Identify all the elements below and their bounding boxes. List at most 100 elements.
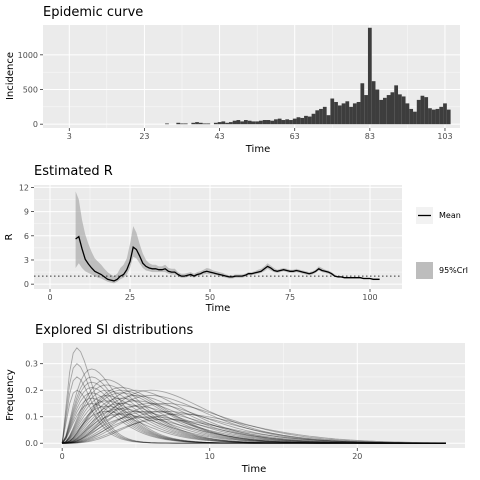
si-curve <box>61 376 446 444</box>
si-curve <box>62 410 446 444</box>
incidence-bar <box>180 123 184 125</box>
si-curve <box>62 389 446 444</box>
si-curve <box>62 392 446 444</box>
si-curve <box>62 379 446 444</box>
si-distributions-x-label: Time <box>241 464 266 475</box>
incidence-bar <box>191 122 196 125</box>
incidence-bar <box>401 96 406 125</box>
epidemic-y-tick-label: 0 <box>33 120 38 129</box>
epidemic-curve-panel: Epidemic curve 3 23 43 63 83 103 0 500 1000 Tim… <box>5 5 460 155</box>
estimated-r-panel: Estimated R 0 25 50 75 100 0 3 6 9 12 Time R Mea… <box>4 164 468 314</box>
incidence-bar <box>446 109 451 125</box>
si-curve <box>61 397 446 444</box>
incidence-bar <box>413 111 417 125</box>
incidence-bar <box>386 95 391 125</box>
si-distributions-x-ticks: 0 10 20 <box>60 448 362 461</box>
incidence-bar <box>379 99 383 125</box>
epidemic-curve-y-ticks: 0 500 1000 <box>18 51 43 129</box>
incidence-bar <box>277 118 282 125</box>
incidence-bar <box>183 123 188 125</box>
r-y-tick-label: 12 <box>19 183 29 192</box>
incidence-bar <box>225 122 229 125</box>
si-distributions-panel: Explored SI distributions 0 10 20 0.00.10.… <box>5 323 465 475</box>
r-x-tick-label: 100 <box>362 293 377 302</box>
incidence-bar <box>322 106 327 125</box>
estimated-r-title: Estimated R <box>34 164 113 179</box>
si-curve <box>62 416 446 444</box>
incidence-bar <box>443 103 447 125</box>
si-curve <box>61 368 446 444</box>
incidence-bar <box>228 122 233 125</box>
si-x-tick-label: 10 <box>205 452 215 461</box>
incidence-bar <box>334 101 338 125</box>
estimated-r-y-label: R <box>4 233 15 240</box>
incidence-bar <box>292 118 297 125</box>
si-curve <box>61 381 446 444</box>
si-curve <box>62 400 446 444</box>
incidence-bar <box>435 108 440 125</box>
si-curve <box>61 392 446 444</box>
incidence-bar <box>326 115 331 125</box>
legend-crl-label: 95%CrI <box>439 266 468 275</box>
epidemic-x-tick-label: 23 <box>139 132 149 141</box>
epidemic-curve-x-label: Time <box>245 144 270 155</box>
si-curve <box>62 403 446 444</box>
incidence-bar <box>409 108 414 125</box>
si-distributions-curves <box>61 347 446 444</box>
r-y-tick-label: 0 <box>24 280 29 289</box>
incidence-bar <box>398 94 402 125</box>
incidence-bar <box>247 120 252 125</box>
si-curve <box>61 389 446 444</box>
si-curve <box>62 410 446 444</box>
incidence-bar <box>352 103 357 125</box>
epidemic-y-tick-label: 500 <box>23 86 38 95</box>
incidence-bar <box>251 121 256 125</box>
epidemic-x-tick-label: 3 <box>67 132 72 141</box>
incidence-bar <box>367 27 372 125</box>
incidence-bar <box>416 99 421 125</box>
incidence-bar <box>240 121 244 125</box>
si-curve <box>61 387 446 444</box>
si-distributions-grid <box>43 343 465 448</box>
si-y-tick-label: 0.0 <box>25 439 38 448</box>
epidemic-x-tick-label: 83 <box>365 132 375 141</box>
incidence-bar <box>431 109 436 125</box>
r-y-tick-label: 9 <box>24 208 29 217</box>
si-distributions-plot-area <box>43 343 465 448</box>
incidence-bar <box>341 103 346 125</box>
si-curve <box>62 395 446 444</box>
si-curve <box>62 416 446 444</box>
epidemic-curve-title: Epidemic curve <box>43 5 143 20</box>
incidence-bar <box>202 123 207 125</box>
incidence-bar <box>232 120 237 125</box>
r-x-tick-label: 75 <box>285 293 295 302</box>
incidence-bar <box>349 106 353 125</box>
incidence-bar <box>337 105 342 125</box>
si-x-tick-label: 0 <box>60 452 65 461</box>
incidence-bar <box>236 120 241 125</box>
incidence-bar <box>364 95 368 125</box>
si-curve <box>62 389 446 444</box>
incidence-bar <box>221 121 226 125</box>
si-curve <box>62 410 446 444</box>
si-distributions-y-ticks: 0.0 0.1 0.2 0.3 <box>25 360 43 448</box>
si-curve <box>62 400 446 444</box>
epidemic-x-tick-label: 43 <box>214 132 224 141</box>
epidemic-curve-bars <box>165 27 451 125</box>
estimated-r-ribbon <box>75 191 380 284</box>
si-distributions-title: Explored SI distributions <box>35 323 193 338</box>
incidence-bar <box>285 119 290 125</box>
r-x-tick-label: 0 <box>47 293 52 302</box>
si-distributions-y-label: Frequency <box>5 369 16 421</box>
si-curve <box>62 410 446 444</box>
incidence-bar <box>360 83 365 125</box>
si-curve <box>61 347 446 444</box>
incidence-bar <box>390 92 395 125</box>
si-curve <box>62 405 446 444</box>
incidence-bar <box>217 122 222 125</box>
si-curve <box>62 418 446 444</box>
si-curve <box>62 413 446 444</box>
incidence-bar <box>198 122 203 125</box>
incidence-bar <box>371 81 376 125</box>
